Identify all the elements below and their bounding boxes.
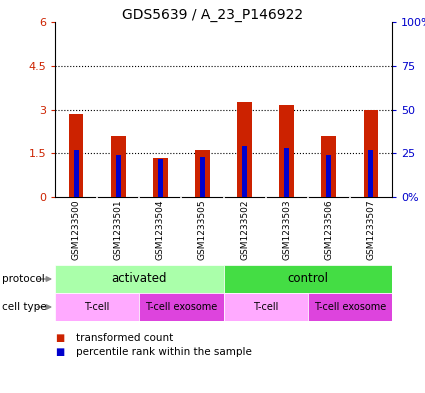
Text: T-cell exosome: T-cell exosome xyxy=(145,302,218,312)
Text: GSM1233505: GSM1233505 xyxy=(198,199,207,260)
Bar xyxy=(224,293,308,321)
Text: cell type: cell type xyxy=(2,302,47,312)
Text: control: control xyxy=(287,272,328,285)
Bar xyxy=(200,157,205,197)
Bar xyxy=(308,293,392,321)
Text: GDS5639 / A_23_P146922: GDS5639 / A_23_P146922 xyxy=(122,8,303,22)
Text: GSM1233501: GSM1233501 xyxy=(113,199,123,260)
Bar xyxy=(111,136,125,197)
Text: T-cell: T-cell xyxy=(85,302,110,312)
Bar xyxy=(55,293,139,321)
Bar xyxy=(116,155,121,197)
Bar xyxy=(69,114,83,197)
Text: GSM1233502: GSM1233502 xyxy=(240,199,249,260)
Bar xyxy=(242,146,247,197)
Text: GSM1233504: GSM1233504 xyxy=(156,199,165,260)
Bar xyxy=(363,110,378,197)
Bar xyxy=(153,158,168,197)
Text: GSM1233500: GSM1233500 xyxy=(71,199,81,260)
Text: ■: ■ xyxy=(55,347,64,357)
Bar xyxy=(368,150,374,197)
Bar xyxy=(326,155,332,197)
Bar xyxy=(224,265,392,293)
Bar xyxy=(158,158,163,197)
Text: transformed count: transformed count xyxy=(76,333,173,343)
Bar xyxy=(55,265,224,293)
Bar xyxy=(237,102,252,197)
Text: GSM1233503: GSM1233503 xyxy=(282,199,291,260)
Text: T-cell: T-cell xyxy=(253,302,278,312)
Bar xyxy=(74,150,79,197)
Bar xyxy=(284,148,289,197)
Text: GSM1233507: GSM1233507 xyxy=(366,199,375,260)
Text: protocol: protocol xyxy=(2,274,45,284)
Bar xyxy=(321,136,336,197)
Bar xyxy=(279,105,294,197)
Bar xyxy=(139,293,224,321)
Text: GSM1233506: GSM1233506 xyxy=(324,199,333,260)
Text: T-cell exosome: T-cell exosome xyxy=(314,302,386,312)
Bar xyxy=(195,151,210,197)
Text: percentile rank within the sample: percentile rank within the sample xyxy=(76,347,252,357)
Text: ■: ■ xyxy=(55,333,64,343)
Text: activated: activated xyxy=(111,272,167,285)
